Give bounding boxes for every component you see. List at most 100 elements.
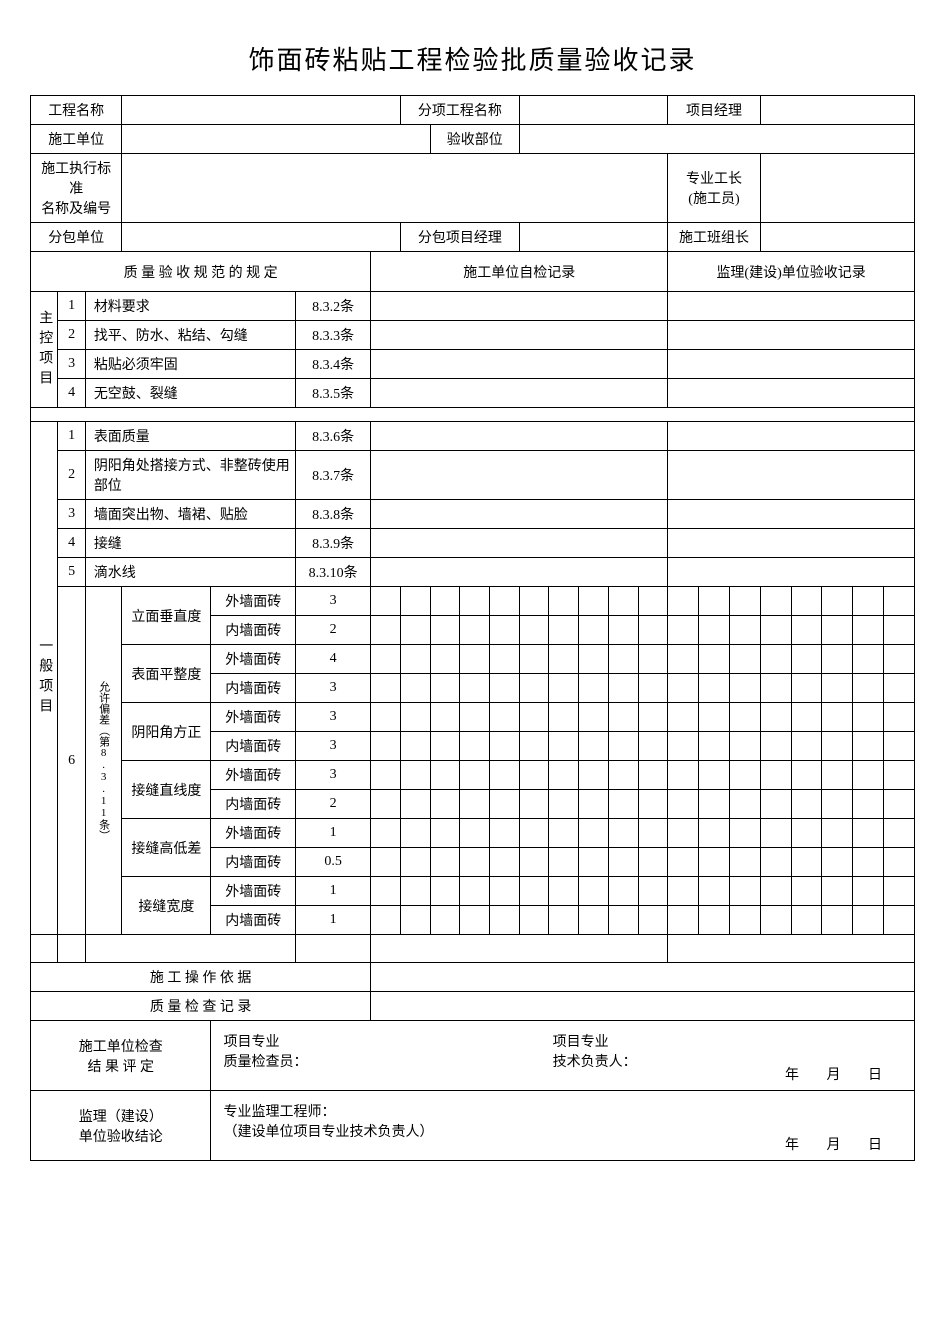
general-group-label: 一般项目 [31,422,58,935]
main-item-1: 主控项目 1 材料要求 8.3.2条 [31,292,915,321]
main-supervision-2[interactable] [668,321,915,350]
main-item-4: 4 无空鼓、裂缝 8.3.5条 [31,379,915,408]
main-selfcheck-2[interactable] [371,321,668,350]
dev-type-6a: 外墙面砖 [211,877,296,906]
gen-no-5: 5 [58,558,85,587]
construction-unit-value[interactable] [122,125,430,154]
gen-supervision-4[interactable] [668,529,915,558]
dev-no: 6 [58,587,85,935]
inspection-form-table: 工程名称 分项工程名称 项目经理 施工单位 验收部位 施工执行标准名称及编号 专… [30,95,915,1161]
dev-row-2a: 表面平整度 外墙面砖 4 [31,645,915,674]
gen-desc-1: 表面质量 [85,422,295,451]
dev-val-4b: 2 [295,790,370,819]
gen-no-2: 2 [58,451,85,500]
gen-selfcheck-3[interactable] [371,500,668,529]
dev-item-2: 表面平整度 [122,645,211,703]
main-selfcheck-4[interactable] [371,379,668,408]
unit-check-signature[interactable]: 项目专业质量检查员： 项目专业技术负责人： 年 月 日 [211,1021,915,1091]
quality-record-label: 质 量 检 查 记 录 [31,992,371,1021]
gen-supervision-1[interactable] [668,422,915,451]
dev-type-1a: 外墙面砖 [211,587,296,616]
dev-val-6b: 1 [295,906,370,935]
inspection-part-label: 验收部位 [430,125,519,154]
project-name-value[interactable] [122,96,401,125]
main-supervision-3[interactable] [668,350,915,379]
sub-project-label: 分项工程名称 [401,96,520,125]
main-desc-3: 粘贴必须牢固 [85,350,295,379]
main-no-2: 2 [58,321,85,350]
dev-item-5: 接缝高低差 [122,819,211,877]
main-selfcheck-3[interactable] [371,350,668,379]
main-no-4: 4 [58,379,85,408]
gen-selfcheck-5[interactable] [371,558,668,587]
gen-desc-5: 滴水线 [85,558,295,587]
dev-row-3a: 阴阳角方正 外墙面砖 3 [31,703,915,732]
dev-type-1b: 内墙面砖 [211,616,296,645]
dev-val-5a: 1 [295,819,370,848]
general-item-5: 5 滴水线 8.3.10条 [31,558,915,587]
foreman-value[interactable] [760,154,914,223]
foreman-label: 专业工长(施工员) [668,154,761,223]
quality-record-row: 质 量 检 查 记 录 [31,992,915,1021]
team-leader-value[interactable] [760,223,914,252]
main-clause-4: 8.3.5条 [295,379,370,408]
dev-val-1a: 3 [295,587,370,616]
header-row-1: 工程名称 分项工程名称 项目经理 [31,96,915,125]
dev-type-3a: 外墙面砖 [211,703,296,732]
gen-supervision-2[interactable] [668,451,915,500]
main-clause-1: 8.3.2条 [295,292,370,321]
dev-type-4b: 内墙面砖 [211,790,296,819]
main-group-label: 主控项目 [31,292,58,408]
self-check-header: 施工单位自检记录 [371,252,668,292]
operation-basis-value[interactable] [371,963,915,992]
gen-selfcheck-1[interactable] [371,422,668,451]
dev-row-5a: 接缝高低差 外墙面砖 1 [31,819,915,848]
gen-desc-4: 接缝 [85,529,295,558]
dev-val-1b: 2 [295,616,370,645]
dev-label: 允许偏差（第8.3.11条） [85,587,122,935]
general-item-1: 一般项目 1 表面质量 8.3.6条 [31,422,915,451]
gen-clause-1: 8.3.6条 [295,422,370,451]
dev-item-6: 接缝宽度 [122,877,211,935]
standard-value[interactable] [122,154,668,223]
supervision-signature[interactable]: 专业监理工程师： （建设单位项目专业技术负责人） 年 月 日 [211,1091,915,1161]
standard-label: 施工执行标准名称及编号 [31,154,122,223]
dev-val-6a: 1 [295,877,370,906]
separator-row [31,408,915,422]
dev-type-2b: 内墙面砖 [211,674,296,703]
gen-supervision-3[interactable] [668,500,915,529]
gen-selfcheck-4[interactable] [371,529,668,558]
gen-clause-3: 8.3.8条 [295,500,370,529]
dev-row-1a: 6 允许偏差（第8.3.11条） 立面垂直度 外墙面砖 3 [31,587,915,616]
inspection-part-value[interactable] [519,125,914,154]
section-header-row: 质 量 验 收 规 范 的 规 定 施工单位自检记录 监理(建设)单位验收记录 [31,252,915,292]
dev-val-5b: 0.5 [295,848,370,877]
main-supervision-4[interactable] [668,379,915,408]
gen-selfcheck-2[interactable] [371,451,668,500]
date-text: 年 月 日 [785,1064,894,1084]
pm-value[interactable] [760,96,914,125]
date-text: 年 月 日 [785,1134,894,1154]
project-name-label: 工程名称 [31,96,122,125]
supervision-label: 监理（建设）单位验收结论 [31,1091,211,1161]
gen-supervision-5[interactable] [668,558,915,587]
main-selfcheck-1[interactable] [371,292,668,321]
gen-clause-2: 8.3.7条 [295,451,370,500]
dev-type-3b: 内墙面砖 [211,732,296,761]
subcontractor-value[interactable] [122,223,401,252]
dev-val-2a: 4 [295,645,370,674]
main-supervision-1[interactable] [668,292,915,321]
main-clause-2: 8.3.3条 [295,321,370,350]
main-desc-1: 材料要求 [85,292,295,321]
main-no-1: 1 [58,292,85,321]
subcontractor-label: 分包单位 [31,223,122,252]
separator-row-2 [31,935,915,963]
general-item-4: 4 接缝 8.3.9条 [31,529,915,558]
gen-clause-5: 8.3.10条 [295,558,370,587]
gen-clause-4: 8.3.9条 [295,529,370,558]
sub-project-value[interactable] [519,96,667,125]
quality-record-value[interactable] [371,992,915,1021]
dev-item-4: 接缝直线度 [122,761,211,819]
operation-basis-label: 施 工 操 作 依 据 [31,963,371,992]
sub-pm-value[interactable] [519,223,667,252]
